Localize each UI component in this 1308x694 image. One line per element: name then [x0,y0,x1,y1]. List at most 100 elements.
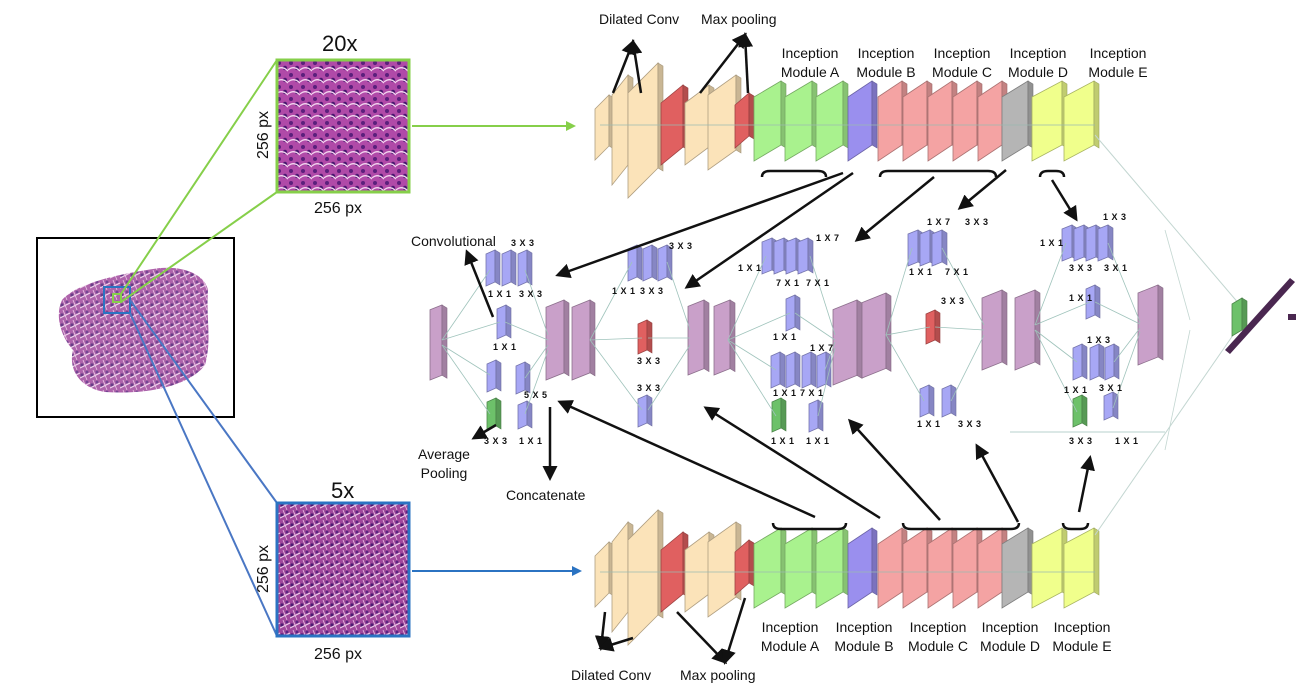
conv-kernel [931,229,948,267]
group-bracket [771,522,848,531]
max-pool-layer [734,539,755,596]
kernel-label: 1 X 1 [1064,385,1088,395]
pointer-arrow [557,400,816,519]
pointer-arrows [464,32,1095,665]
pointer-arrow [676,611,728,665]
top-module-c-label: Inception Module C [932,45,992,80]
kernel-label: 7 X 1 [806,278,830,288]
kernel-label: 3 X 3 [637,383,661,393]
conv-kernel [642,244,658,282]
connector-line [727,339,777,371]
pointer-arrow [721,597,747,665]
kernel-label: 7 X 1 [945,267,969,277]
fan-line [1094,134,1241,306]
module-a-layer [753,527,787,609]
conv-kernel [770,351,786,389]
fan-line [1164,229,1191,321]
connector-line [794,312,836,341]
module-a-layer [815,80,849,162]
module-a-layer [784,80,818,162]
convolutional-label: Convolutional [411,233,496,249]
pointer-arrow [975,443,1020,523]
kernel-label: 1 X 1 [909,267,933,277]
conv-kernel [515,361,531,395]
kernel-label: 1 X 1 [771,436,795,446]
conv-kernel [1103,391,1119,421]
zoom-line-5x [129,299,278,504]
module-a-layer [815,527,849,609]
connector-line [885,247,913,336]
connector-line [524,269,549,336]
kernel-label: 1 X 1 [612,286,636,296]
conv-kernel [486,359,502,393]
magnification-20x: 20x [322,31,358,56]
patch-5x [275,501,411,638]
kernel-label: 1 X 3 [1087,335,1111,345]
conv-kernel [517,249,533,287]
conv-kernel [637,394,653,428]
bottom-dilated-conv-label: Dilated Conv [571,667,652,683]
kernel-label: 1 X 1 [1069,293,1093,303]
group-bracket [901,522,1021,531]
conv-kernel [816,351,832,389]
kernel-label: 1 X 1 [773,388,797,398]
top-module-e-label: Inception Module E [1088,45,1148,80]
conv-kernel [1104,343,1120,381]
inception-block [981,289,1008,371]
pool-kernel [925,309,941,345]
kernel-label: 1 X 1 [917,419,941,429]
kernel-label: 3 X 3 [941,296,965,306]
kernel-label: 7 X 1 [800,388,824,398]
connector-line [727,339,777,417]
conv-kernel [485,249,501,287]
conv-kernel [919,384,935,418]
patch-box-20x [112,293,122,303]
kernel-label: 3 X 3 [965,217,989,227]
module-e-layer [1063,527,1100,609]
pointer-arrow [1077,455,1095,513]
pointer-arrow [1050,179,1078,222]
connector-line [589,337,643,341]
connector-line [441,344,491,415]
inception-block [713,299,736,376]
module-e-layer [1031,80,1068,162]
connector-line [1107,242,1141,323]
module-a-layer [784,527,818,609]
conv-kernel [1089,343,1105,381]
kernel-label: 3 X 3 [637,356,661,366]
connector-line [727,255,767,341]
connector-line [504,321,549,341]
inception-block [571,299,596,381]
pointer-arrow [471,423,497,440]
connector-line [1034,301,1091,326]
dilated-conv-layer [594,541,615,608]
pointer-arrow [627,39,643,94]
zoom-line-20x [120,59,278,295]
inception-block [1137,284,1164,366]
top-module-a-label: Inception Module A [780,45,840,80]
connector-line [666,261,691,331]
pointer-arrow [738,32,754,94]
group-bracket [760,169,828,178]
fan-line [1164,329,1191,451]
kernel-label: 3 X 3 [519,289,543,299]
connector-line [727,312,791,341]
conv-kernel [797,237,814,275]
connector-line [1113,327,1141,363]
magnification-5x: 5x [331,478,355,503]
bottom-module-a-label: Inception Module A [760,619,820,654]
patch-20x [275,58,411,194]
tissue-section [58,267,209,393]
conv-kernel [1085,284,1101,320]
top-module-b-label: Inception Module B [856,45,916,80]
group-bracket [1038,169,1066,178]
kernel-label: 7 X 1 [776,278,800,288]
connector-line [1034,242,1067,326]
inception-block [832,299,863,386]
kernel-label: 3 X 3 [1069,263,1093,273]
connector-line [885,334,925,402]
kernel-label: 1 X 1 [1040,238,1064,248]
bottom-max-pooling-label: Max pooling [680,667,756,683]
pointer-arrow [594,611,610,651]
output-node [1288,314,1296,320]
